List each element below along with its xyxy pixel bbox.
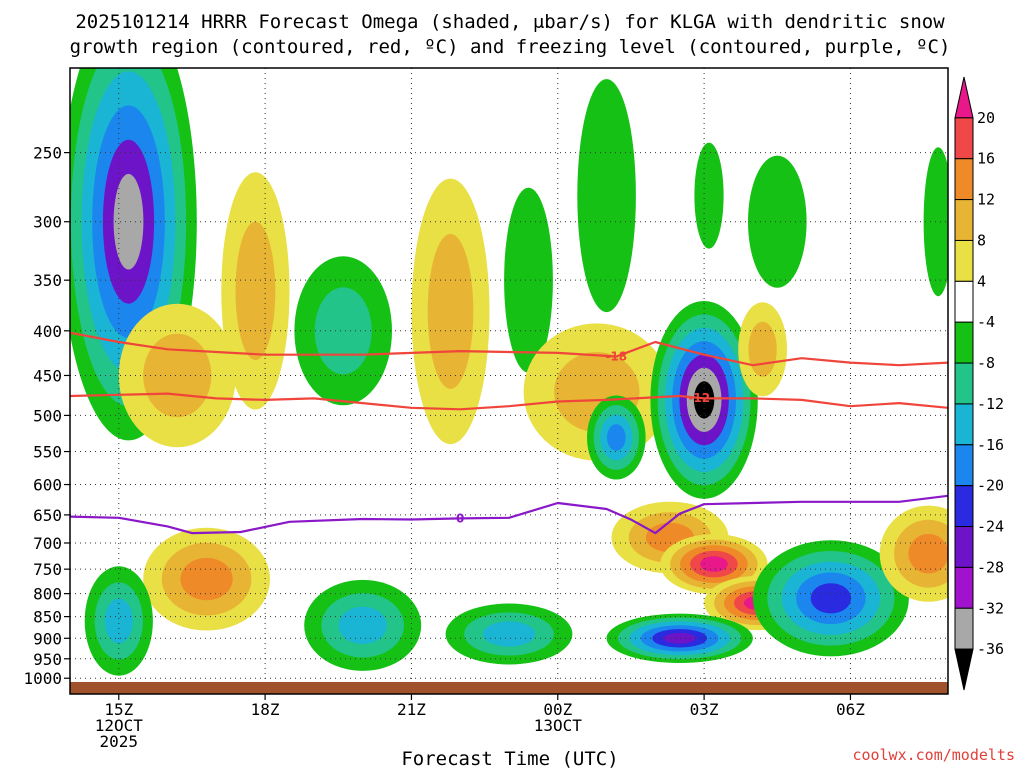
y-tick-label-250: 250: [33, 144, 62, 163]
dendritic-contour-1: [70, 392, 948, 411]
y-tick-label-750: 750: [33, 560, 62, 579]
colorbar-segment-12: [954, 566, 974, 609]
colorbar-segment-4: [954, 239, 974, 282]
omega-region-3-level-2: [180, 557, 233, 601]
colorbar-segment-10: [954, 485, 974, 528]
omega-region-2-level-1: [235, 221, 276, 361]
colorbar-segment-6: [954, 321, 974, 364]
y-tick-label-850: 850: [33, 608, 62, 627]
omega-region-9-level-0: [577, 79, 636, 313]
y-tick-label-500: 500: [33, 406, 62, 425]
x-axis-title: Forecast Time (UTC): [401, 748, 618, 768]
y-tick-label-450: 450: [33, 366, 62, 385]
colorbar-label-0: 20: [977, 109, 995, 127]
y-tick-label-900: 900: [33, 629, 62, 648]
omega-region-11-level-2: [482, 621, 536, 647]
chart-title-line-2: growth region (contoured, red, ºC) and f…: [70, 36, 951, 58]
omega-region-0-level-5: [113, 173, 144, 270]
y-tick-label-400: 400: [33, 322, 62, 341]
colorbar-label-9: -20: [977, 477, 1004, 495]
colorbar-segment-9: [954, 444, 974, 487]
omega-region-16-level-1: [748, 321, 777, 377]
x-tick-label-30-0: 06Z: [836, 700, 865, 719]
colorbar-label-12: -32: [977, 599, 1004, 617]
omega-region-6-level-2: [338, 606, 387, 645]
dendritic-contour-label-0: -18: [605, 349, 627, 363]
colorbar-label-10: -24: [977, 518, 1004, 536]
omega-region-5-level-1: [314, 287, 372, 375]
colorbar-label-3: 8: [977, 231, 986, 249]
omega-region-4-level-2: [104, 598, 133, 644]
omega-region-12-level-3: [607, 424, 626, 451]
x-tick-label-18-0: 18Z: [251, 700, 280, 719]
dendritic-contour-label-1: -12: [688, 391, 710, 405]
x-tick-label-27-0: 03Z: [690, 700, 719, 719]
credit-text: coolwx.com/modelts: [852, 746, 1015, 764]
y-tick-label-950: 950: [33, 650, 62, 669]
ground-surface: [70, 682, 948, 694]
colorbar-segment-14: [954, 648, 974, 691]
omega-region-18-level-4: [700, 556, 728, 572]
y-tick-label-800: 800: [33, 585, 62, 604]
dendritic-contour-0: [70, 331, 948, 367]
contour-lines: -18 -12 0: [70, 331, 948, 535]
colorbar-label-7: -12: [977, 395, 1004, 413]
colorbar-label-8: -16: [977, 436, 1004, 454]
omega-region-20-level-5: [663, 632, 696, 644]
colorbar-segment-8: [954, 403, 974, 446]
colorbar-segment-3: [954, 199, 974, 241]
x-tick-label-15-2: 2025: [100, 732, 139, 751]
colorbar-label-1: 16: [977, 150, 995, 168]
y-tick-label-700: 700: [33, 534, 62, 553]
chart-title-line-1: 2025101214 HRRR Forecast Omega (shaded, …: [75, 11, 945, 33]
omega-region-7-level-1: [427, 233, 474, 389]
y-tick-label-650: 650: [33, 506, 62, 525]
colorbar-label-13: -36: [977, 640, 1004, 658]
x-tick-label-15-0: 15Z: [104, 700, 133, 719]
omega-region-14-level-0: [694, 142, 724, 249]
freezing-level-label: 0: [456, 511, 464, 525]
colorbar-segment-11: [954, 526, 974, 568]
colorbar-label-2: 12: [977, 191, 995, 209]
colorbar-label-4: 4: [977, 272, 986, 290]
y-tick-label-600: 600: [33, 476, 62, 495]
colorbar-segment-5: [954, 280, 974, 323]
y-tick-label-300: 300: [33, 213, 62, 232]
y-tick-label-1000: 1000: [23, 669, 62, 688]
freezing-level-contour: [70, 494, 948, 535]
omega-region-21-level-4: [810, 583, 852, 614]
plot-frame: [69, 67, 949, 695]
x-tick-label-21-0: 21Z: [397, 700, 426, 719]
colorbar-label-6: -8: [977, 354, 995, 372]
x-tick-label-24-0: 00Z: [543, 700, 572, 719]
omega-region-15-level-0: [748, 155, 807, 288]
colorbar-segment-1: [954, 117, 974, 160]
y-axis: 250 300 350 400 450 500 550 600 650 700 750 800 850 9…: [23, 144, 70, 688]
omega-region-22-level-2: [908, 533, 948, 574]
x-tick-label-24-1: 13OCT: [534, 716, 583, 735]
y-tick-label-550: 550: [33, 443, 62, 462]
plot-area: -18 -12 0: [69, 67, 949, 695]
omega-region-8-level-0: [504, 187, 553, 373]
y-tick-label-350: 350: [33, 271, 62, 290]
omega-region-13-level-6: [693, 381, 715, 419]
colorbar-segment-7: [954, 362, 974, 405]
colorbar-segment-0: [954, 76, 974, 119]
colorbar-segment-2: [954, 158, 974, 201]
colorbar-label-5: -4: [977, 313, 995, 331]
colorbar-label-11: -28: [977, 558, 1004, 576]
colorbar-segment-13: [954, 607, 974, 650]
x-tick-label-15-1: 12OCT: [95, 716, 144, 735]
colorbar: 20 16 12 8 4 -4 -8 -12 -16 -20 -24 -28 -32 -36: [954, 76, 1004, 691]
